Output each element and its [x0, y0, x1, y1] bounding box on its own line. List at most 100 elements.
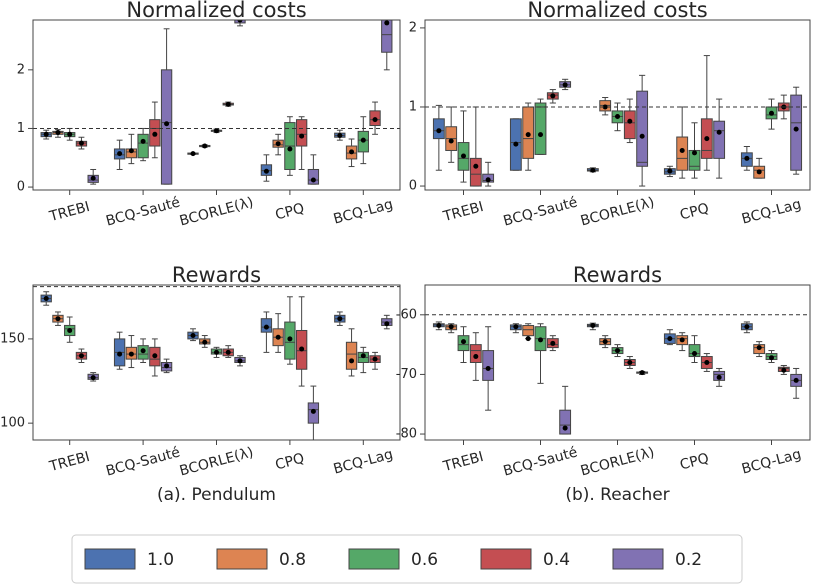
box: [295, 119, 308, 147]
x-tick-label: BCORLE(λ): [178, 444, 255, 479]
x-tick-label: CPQ: [274, 200, 306, 223]
mean: [337, 132, 343, 138]
mean: [55, 130, 61, 136]
mean: [448, 138, 454, 144]
box: [713, 120, 726, 159]
mean: [667, 168, 673, 174]
x-tick-label: BCQ-Lag: [740, 196, 803, 227]
chart-title: Normalized costs: [527, 0, 707, 22]
y-tick-label: 1: [409, 99, 417, 114]
mean: [90, 175, 96, 181]
mean: [716, 129, 722, 135]
mean: [384, 321, 390, 327]
y-tick-label: 1: [17, 121, 25, 136]
mean: [793, 377, 799, 383]
mean: [639, 133, 645, 139]
mean: [372, 356, 378, 362]
mean: [769, 355, 774, 361]
x-tick-label: BCORLE(λ): [579, 444, 656, 479]
mean: [627, 118, 633, 124]
mean: [202, 143, 208, 149]
mean: [349, 358, 355, 364]
legend-frame: [71, 534, 743, 584]
box: [469, 344, 482, 364]
mean: [485, 365, 491, 371]
mean: [513, 324, 519, 330]
chart-title: Rewards: [573, 263, 662, 287]
legend-swatch: [84, 548, 136, 570]
x-tick-label: BCQ-Lag: [332, 446, 395, 477]
mean: [704, 360, 710, 365]
mean: [550, 340, 556, 346]
mean: [769, 110, 774, 116]
box: [790, 94, 803, 171]
mean: [590, 167, 596, 173]
mean: [78, 353, 84, 359]
mean: [473, 163, 479, 169]
plot: [33, 286, 400, 440]
mean: [360, 353, 366, 359]
mean: [67, 327, 73, 333]
mean: [117, 351, 123, 357]
mean: [538, 337, 543, 343]
mean: [538, 132, 543, 138]
mean: [704, 136, 710, 142]
y-tick-label: -80: [396, 427, 417, 442]
x-tick-label: BCORLE(λ): [579, 194, 656, 229]
mean: [360, 137, 366, 143]
mean: [275, 141, 281, 147]
legend-label: 0.8: [279, 550, 306, 570]
mean: [237, 20, 243, 23]
mean: [562, 425, 568, 431]
mean: [756, 345, 762, 351]
box: [482, 350, 495, 381]
x-tick-label: BCQ-Sauté: [104, 444, 182, 479]
mean: [225, 349, 231, 355]
y-tick-label: 2: [409, 20, 417, 35]
box: [522, 325, 535, 337]
mean: [164, 121, 170, 127]
mean: [525, 336, 531, 342]
x-tick-label: BCORLE(λ): [178, 194, 255, 229]
x-tick-label: BCQ-Lag: [332, 196, 395, 227]
plot: [425, 314, 810, 435]
mean: [525, 132, 531, 138]
mean: [384, 20, 390, 26]
mean: [781, 367, 787, 373]
mean: [299, 346, 305, 352]
mean: [128, 148, 134, 154]
mean: [448, 324, 454, 330]
box: [534, 102, 547, 155]
mean: [140, 348, 146, 354]
mean: [692, 150, 697, 156]
mean: [349, 149, 355, 155]
mean: [275, 334, 281, 340]
mean: [214, 349, 219, 355]
mean: [190, 333, 196, 339]
mean: [202, 339, 208, 345]
mean: [128, 351, 134, 357]
box: [559, 409, 572, 435]
mean: [744, 324, 750, 330]
box: [469, 157, 482, 187]
plot-frame: [32, 19, 401, 191]
mean: [716, 374, 722, 380]
box: [160, 69, 173, 185]
caption: (b). Reacher: [565, 485, 669, 505]
y-tick-label: 100: [0, 416, 25, 431]
mean: [90, 375, 96, 381]
x-tick-label: CPQ: [678, 200, 710, 223]
legend-label: 0.6: [411, 550, 438, 570]
mean: [117, 151, 123, 157]
mean: [287, 336, 293, 342]
x-tick-label: TREBI: [441, 199, 486, 225]
legend-swatch: [348, 548, 400, 570]
plot: [33, 20, 400, 185]
mean: [744, 155, 750, 161]
mean: [639, 370, 645, 376]
mean: [667, 336, 673, 342]
mean: [756, 169, 762, 175]
mean: [310, 408, 316, 414]
mean: [337, 316, 343, 322]
